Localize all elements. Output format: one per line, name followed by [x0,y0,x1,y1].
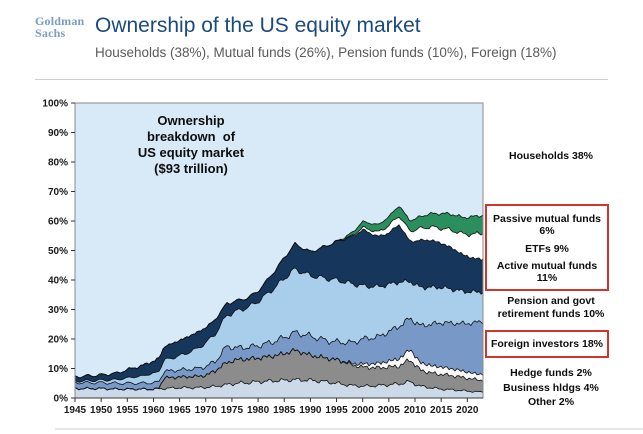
page-subtitle: Households (38%), Mutual funds (26%), Pe… [95,45,557,60]
label-pension-funds: Pension and govt retirement funds 10% [497,295,605,320]
x-tick-label: 1965 [168,405,191,416]
label-other: Other 2% [527,396,575,408]
y-tick-label: 60% [48,217,68,228]
x-tick-label: 1990 [299,405,322,416]
x-tick-label: 1995 [325,405,348,416]
outline-foreign-investors [74,317,484,386]
x-tick-label: 2020 [456,405,479,416]
y-tick-label: 30% [48,305,68,316]
foreign-investors-callout-box: Foreign investors 18% [485,330,609,358]
label-etfs: ETFs 9% [525,242,569,255]
area-other [75,378,483,398]
area-pension-govt-retirement [75,267,483,385]
outline-passive-mutual-funds [74,206,484,379]
x-tick-label: 2010 [404,405,427,416]
outline-hedge-funds [74,348,484,391]
y-tick-label: 80% [48,158,68,169]
outline-pension-govt-retirement [74,267,484,383]
header-divider [35,79,608,80]
area-passive-mutual-funds [75,206,483,378]
y-tick-label: 10% [48,364,68,375]
x-tick-label: 1945 [64,405,87,416]
y-tick-label: 100% [42,99,68,110]
area-active-mutual-funds [75,224,483,383]
logo-line2: Sachs [35,26,66,40]
y-tick-label: 40% [48,276,68,287]
mutual-funds-callout-box: Passive mutual funds 6% ETFs 9% Active m… [485,204,609,291]
x-tick-label: 1955 [116,405,139,416]
x-tick-label: 1975 [221,405,244,416]
x-tick-label: 1960 [142,405,165,416]
label-passive-mutual-funds: Passive mutual funds 6% [493,213,601,237]
y-tick-label: 20% [48,335,68,346]
label-foreign-investors: Foreign investors 18% [490,338,604,350]
x-tick-label: 1950 [90,405,113,416]
page-title: Ownership of the US equity market [95,14,421,37]
label-business-holdings: Business hldgs 4% [503,381,599,394]
x-tick-label: 2015 [430,405,453,416]
x-tick-label: 1970 [195,405,218,416]
x-tick-label: 1980 [247,405,270,416]
y-tick-label: 90% [48,128,68,139]
label-small-holders-group: Hedge funds 2% Business hldgs 4% Other 2… [482,366,620,410]
y-tick-label: 50% [48,246,68,257]
y-tick-label: 70% [48,187,68,198]
y-tick-label: 0% [54,394,69,405]
area-etfs [75,217,483,378]
bottom-divider [55,428,643,430]
label-hedge-funds: Hedge funds 2% [510,367,592,379]
area-business-holdings [75,348,483,393]
label-active-mutual-funds: Active mutual funds 11% [496,260,598,284]
goldman-sachs-logo: Goldman Sachs [35,15,84,39]
x-tick-label: 2005 [378,405,401,416]
x-tick-label: 1985 [273,405,296,416]
logo-line1: Goldman [35,14,85,28]
label-households: Households 38% [508,150,594,162]
x-tick-label: 2000 [352,405,375,416]
chart-annotation: Ownership breakdown of US equity market … [137,113,245,176]
